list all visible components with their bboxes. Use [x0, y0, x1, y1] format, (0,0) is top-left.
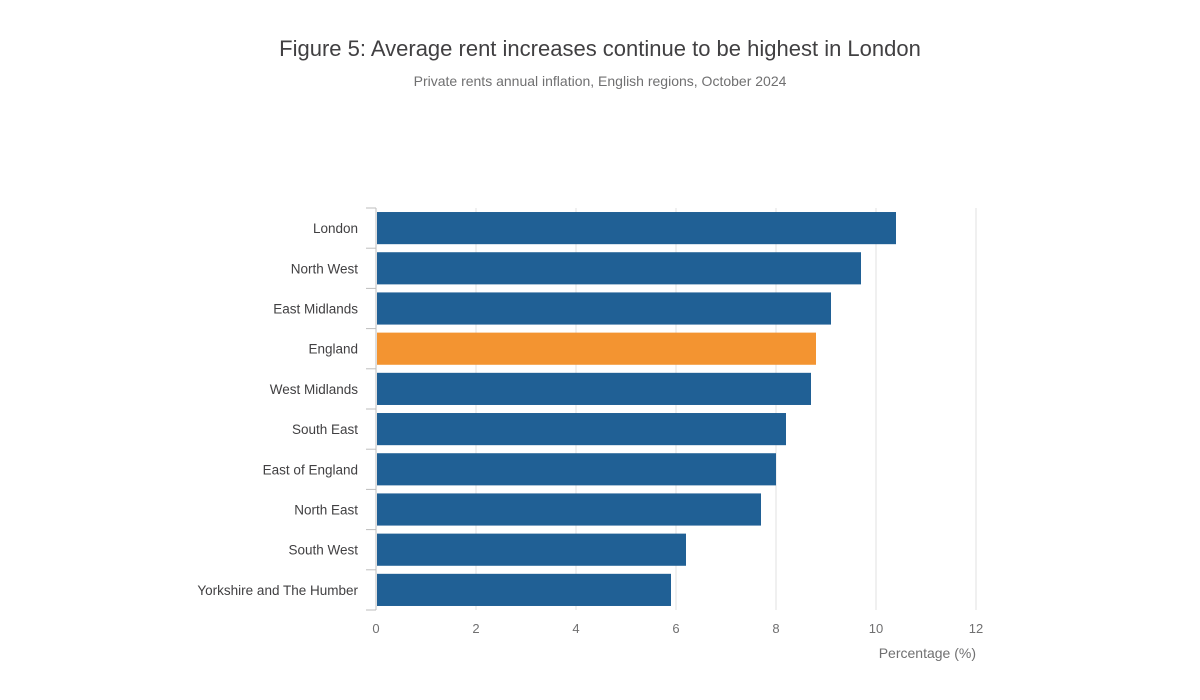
- chart-subtitle: Private rents annual inflation, English …: [413, 73, 787, 89]
- x-tick-label: 4: [572, 621, 579, 636]
- x-tick-label: 10: [869, 621, 883, 636]
- bar: [377, 573, 671, 606]
- bar: [377, 533, 686, 566]
- bars: [377, 212, 896, 606]
- bar: [377, 372, 811, 405]
- y-tick-label: East of England: [263, 462, 358, 477]
- bar: [377, 252, 861, 285]
- y-tick-label: England: [308, 342, 358, 357]
- x-tick-label: 0: [372, 621, 379, 636]
- bar: [377, 292, 831, 325]
- y-tick-label: Yorkshire and The Humber: [197, 583, 358, 598]
- y-tick-label: North West: [291, 261, 359, 276]
- bar: [377, 453, 776, 486]
- y-tick-label: South West: [288, 543, 358, 558]
- y-tick-label: East Midlands: [273, 302, 358, 317]
- x-tick-label: 6: [672, 621, 679, 636]
- bar: [377, 493, 761, 526]
- y-tick-label: South East: [292, 422, 358, 437]
- bar: [377, 332, 816, 365]
- x-tick-label: 2: [472, 621, 479, 636]
- y-tick-label: West Midlands: [270, 382, 359, 397]
- x-tick-label: 8: [772, 621, 779, 636]
- x-axis-title: Percentage (%): [879, 645, 976, 661]
- y-tick-label: London: [313, 221, 358, 236]
- y-tick-label: North East: [294, 503, 358, 518]
- bar: [377, 413, 786, 446]
- x-tick-label: 12: [969, 621, 983, 636]
- chart-title: Figure 5: Average rent increases continu…: [279, 36, 921, 61]
- axes: [366, 207, 377, 611]
- labels: 0 2 4 6 8 10 12 London North West East Midlands En…: [197, 221, 983, 661]
- bar: [377, 212, 896, 245]
